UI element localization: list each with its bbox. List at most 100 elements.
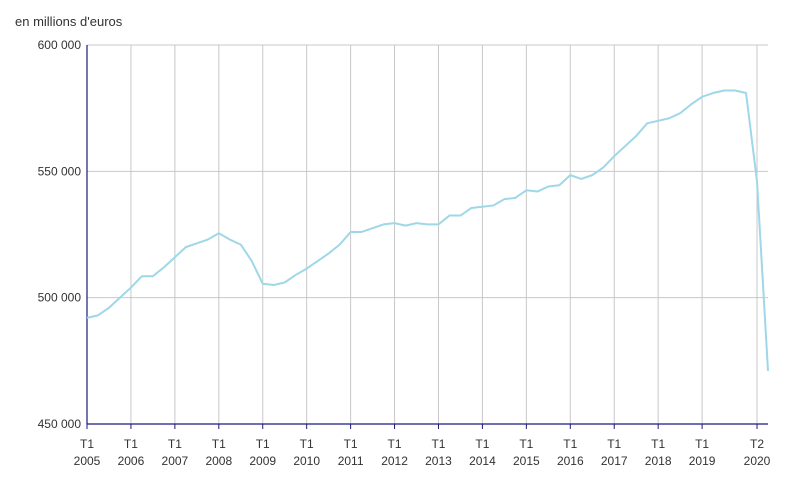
data-point xyxy=(361,231,363,233)
data-point xyxy=(723,89,725,91)
data-point xyxy=(240,244,242,246)
data-point xyxy=(339,244,341,246)
data-point xyxy=(481,206,483,208)
data-point xyxy=(152,275,154,277)
x-tick-label-year: 2010 xyxy=(293,454,320,468)
x-tick-label-quarter: T1 xyxy=(563,437,577,451)
x-tick-label-quarter: T1 xyxy=(519,437,533,451)
data-point xyxy=(251,260,253,262)
data-point xyxy=(613,155,615,157)
tick-labels: 600 000 550 000 500 000 450 000 T1 2005 T1 2006… xyxy=(38,38,771,468)
x-tick-label-quarter: T1 xyxy=(388,437,402,451)
data-point xyxy=(525,189,527,191)
data-point xyxy=(756,180,758,182)
data-point xyxy=(185,246,187,248)
x-tick-label-year: 2014 xyxy=(469,454,496,468)
x-tick-label-quarter: T1 xyxy=(300,437,314,451)
data-point xyxy=(558,184,560,186)
data-point xyxy=(459,215,461,217)
grid-lines xyxy=(87,44,768,424)
data-point xyxy=(196,242,198,244)
data-point xyxy=(514,197,516,199)
data-point xyxy=(130,287,132,289)
data-point xyxy=(394,222,396,224)
data-point xyxy=(163,266,165,268)
data-point xyxy=(218,232,220,234)
x-tick-label-year: 2020 xyxy=(744,454,771,468)
data-point xyxy=(635,135,637,137)
x-tick-label-year: 2012 xyxy=(381,454,408,468)
data-point xyxy=(569,174,571,176)
data-point xyxy=(547,185,549,187)
x-tick-label-quarter: T1 xyxy=(168,437,182,451)
data-point xyxy=(668,117,670,119)
data-point xyxy=(657,120,659,122)
data-point xyxy=(328,252,330,254)
data-point xyxy=(745,92,747,94)
x-tick-label-year: 2011 xyxy=(338,454,364,468)
data-point xyxy=(350,231,352,233)
data-point xyxy=(503,198,505,200)
data-point xyxy=(646,122,648,124)
data-point xyxy=(119,297,121,299)
series-line xyxy=(86,89,769,371)
axes xyxy=(86,45,768,429)
series-group xyxy=(86,89,769,371)
y-tick-label: 500 000 xyxy=(38,291,82,305)
data-point xyxy=(416,222,418,224)
data-point xyxy=(306,268,308,270)
x-tick-label-year: 2018 xyxy=(645,454,672,468)
x-tick-label-year: 2016 xyxy=(557,454,584,468)
x-tick-label-year: 2013 xyxy=(425,454,452,468)
data-point xyxy=(624,145,626,147)
data-point xyxy=(97,314,99,316)
data-point xyxy=(470,207,472,209)
data-point xyxy=(295,274,297,276)
x-tick-label-year: 2017 xyxy=(601,454,628,468)
x-tick-label-quarter: T1 xyxy=(212,437,226,451)
x-tick-label-year: 2005 xyxy=(74,454,101,468)
data-point xyxy=(317,260,319,262)
y-tick-label: 450 000 xyxy=(38,417,82,431)
data-point xyxy=(372,227,374,229)
x-tick-label-year: 2007 xyxy=(162,454,189,468)
data-point xyxy=(383,223,385,225)
data-point xyxy=(492,204,494,206)
x-tick-label-quarter: T1 xyxy=(80,437,94,451)
data-point xyxy=(580,178,582,180)
x-tick-label-quarter: T1 xyxy=(344,437,358,451)
x-tick-label-year: 2008 xyxy=(205,454,232,468)
data-point xyxy=(536,191,538,193)
x-tick-label-quarter: T1 xyxy=(256,437,270,451)
data-point xyxy=(712,92,714,94)
data-point xyxy=(262,283,264,285)
x-tick-label-year: 2009 xyxy=(249,454,276,468)
data-point xyxy=(427,223,429,225)
data-point xyxy=(229,239,231,241)
data-point xyxy=(679,112,681,114)
y-tick-label: 550 000 xyxy=(38,164,82,178)
x-tick-label-year: 2019 xyxy=(689,454,716,468)
x-tick-label-quarter: T1 xyxy=(607,437,621,451)
data-point xyxy=(141,275,143,277)
x-tick-label-year: 2006 xyxy=(118,454,145,468)
data-point xyxy=(448,215,450,217)
x-tick-label-year: 2015 xyxy=(513,454,540,468)
x-tick-label-quarter: T1 xyxy=(695,437,709,451)
data-point xyxy=(591,174,593,176)
x-tick-label-quarter: T2 xyxy=(750,437,764,451)
data-point xyxy=(701,96,703,98)
data-point xyxy=(284,282,286,284)
data-point xyxy=(437,223,439,225)
data-point xyxy=(174,256,176,258)
data-point xyxy=(767,370,769,372)
data-point xyxy=(207,239,209,241)
y-tick-label: 600 000 xyxy=(38,38,82,52)
data-point xyxy=(405,225,407,227)
data-point xyxy=(273,284,275,286)
data-point xyxy=(108,307,110,309)
data-point xyxy=(602,167,604,169)
y-unit-label: en millions d'euros xyxy=(15,14,123,29)
